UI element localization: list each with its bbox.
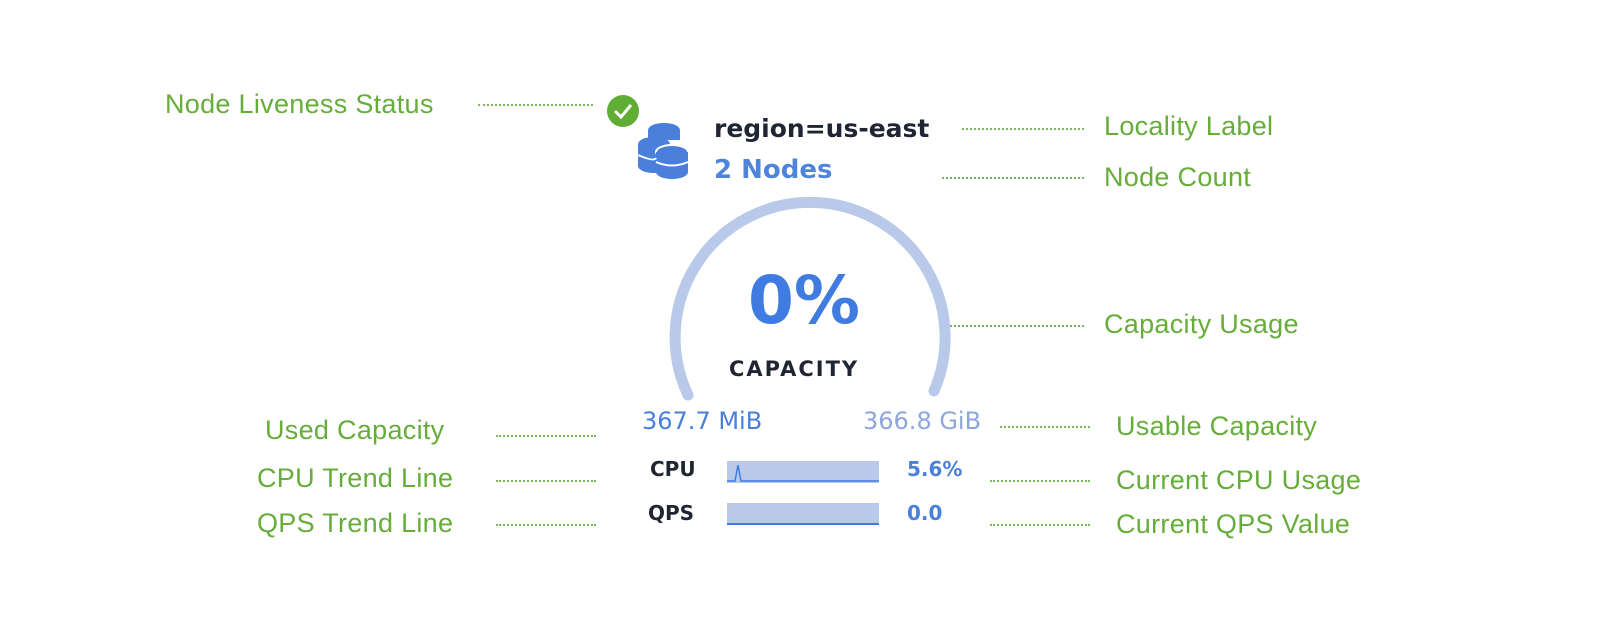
leader-line	[478, 104, 593, 106]
leader-line	[962, 128, 1084, 130]
annotation-used-capacity: Used Capacity	[265, 415, 445, 445]
qps-label: QPS	[648, 501, 695, 525]
leader-line	[1000, 426, 1090, 428]
cpu-value: 5.6%	[907, 457, 963, 481]
capacity-percent: 0%	[748, 262, 861, 339]
annotation-capacity-usage: Capacity Usage	[1104, 309, 1299, 339]
leader-line	[942, 177, 1084, 179]
leader-line	[496, 524, 596, 526]
capacity-label: CAPACITY	[729, 357, 860, 381]
annotation-locality: Locality Label	[1104, 111, 1274, 141]
annotation-cpu-trend: CPU Trend Line	[257, 463, 454, 493]
annotation-qps-trend: QPS Trend Line	[257, 508, 454, 538]
annotation-node-count: Node Count	[1104, 162, 1252, 192]
qps-trend-line[interactable]	[727, 503, 879, 525]
locality-label: region=us-east	[714, 114, 930, 143]
usable-capacity: 366.8 GiB	[863, 407, 982, 435]
leader-line	[496, 480, 596, 482]
cpu-label: CPU	[650, 457, 696, 481]
annotation-cpu-current: Current CPU Usage	[1116, 465, 1362, 495]
database-stack-icon	[637, 123, 689, 179]
capacity-gauge	[669, 196, 951, 401]
leader-line	[942, 325, 1084, 327]
leader-line	[990, 480, 1090, 482]
check-circle-icon	[607, 95, 639, 127]
annotation-liveness: Node Liveness Status	[165, 89, 434, 119]
leader-line	[990, 524, 1090, 526]
qps-value: 0.0	[907, 501, 943, 525]
cpu-trend-line[interactable]	[727, 461, 879, 483]
node-count[interactable]: 2 Nodes	[714, 155, 833, 185]
annotation-qps-current: Current QPS Value	[1116, 509, 1351, 539]
annotation-usable-capacity: Usable Capacity	[1116, 411, 1318, 441]
used-capacity: 367.7 MiB	[642, 407, 763, 435]
leader-line	[496, 435, 596, 437]
